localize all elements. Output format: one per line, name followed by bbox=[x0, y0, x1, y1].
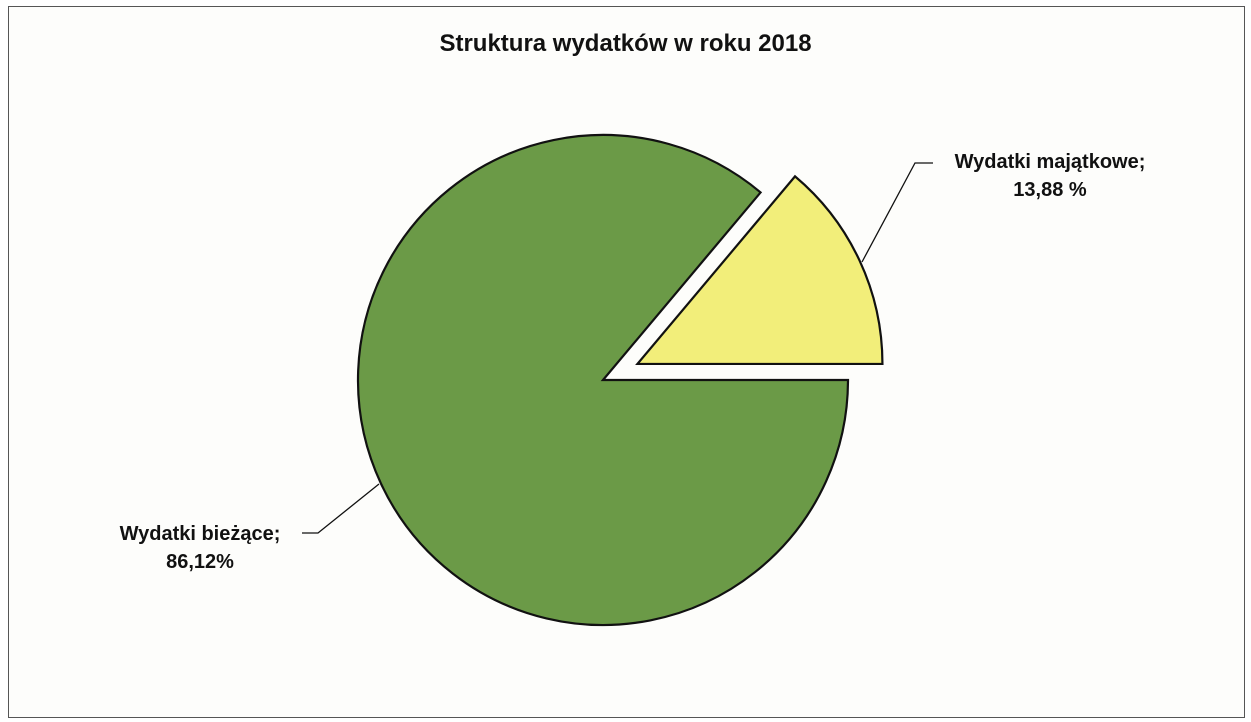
data-label-name: Wydatki majątkowe; bbox=[954, 151, 1146, 173]
leader-line-wydatki-majatkowe bbox=[861, 162, 933, 263]
leader-line-wydatki-biezace bbox=[302, 483, 380, 534]
pie-slice-wydatki-biezace bbox=[356, 133, 850, 627]
data-label-name: Wydatki bieżące; bbox=[119, 523, 281, 545]
pie-slice-wydatki-majatkowe bbox=[635, 174, 884, 366]
data-label-wydatki-majatkowe: Wydatki majątkowe; 13,88 % bbox=[935, 148, 1165, 204]
data-label-value: 86,12% bbox=[166, 551, 234, 573]
data-label-value: 13,88 % bbox=[1013, 179, 1087, 201]
chart-title: Struktura wydatków w roku 2018 bbox=[439, 30, 812, 57]
data-label-wydatki-biezace: Wydatki bieżące; 86,12% bbox=[100, 520, 300, 576]
